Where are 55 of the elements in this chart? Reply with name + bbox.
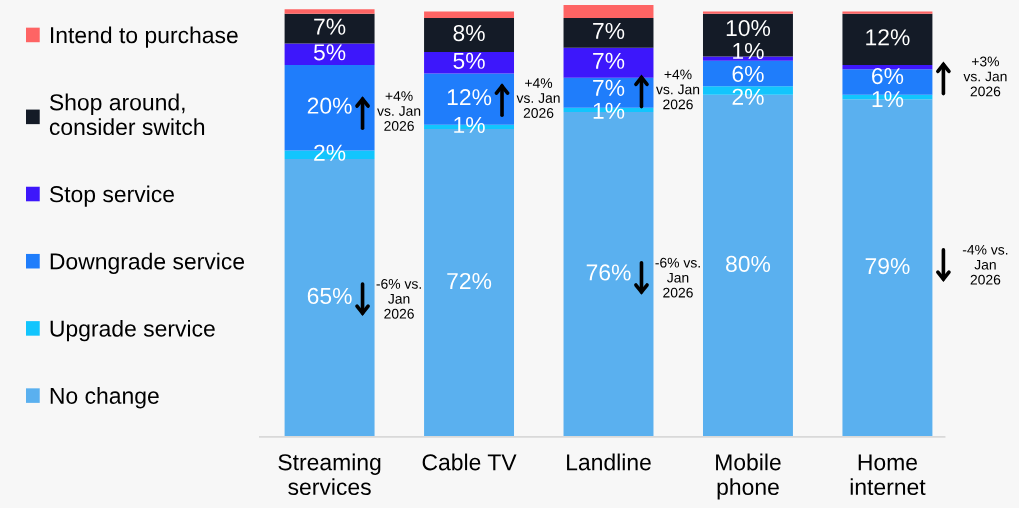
x-tick-label: Landline: [567, 453, 651, 471]
data-label: 1%: [733, 42, 764, 59]
data-label: 6%: [732, 65, 764, 83]
text: -4% vs. Jan 2026: [962, 244, 1008, 285]
bar: [702, 60, 793, 87]
bar: [702, 11, 793, 14]
data-label: 79%: [865, 257, 910, 275]
data-label: 7%: [593, 79, 625, 96]
legend-label: Downgrade service: [50, 252, 245, 275]
x-tick-label: Streaming services: [278, 453, 381, 496]
x-tick-label: Home internet: [850, 454, 926, 496]
bar: [424, 11, 515, 18]
data-label: 5%: [453, 52, 485, 69]
annotation: +4% vs. Jan 2026: [656, 69, 700, 110]
data-label: 76%: [586, 264, 631, 281]
legend-label: Upgrade service: [50, 319, 215, 342]
legend-label: Shop around, consider switch: [49, 93, 205, 136]
bar: [842, 13, 933, 65]
data-label: 5%: [313, 44, 346, 61]
legend-label: Stop service: [49, 185, 174, 207]
bar: [563, 17, 654, 48]
data-label: 7%: [593, 52, 625, 69]
data-label: 1%: [593, 102, 625, 119]
data-label: 10%: [726, 19, 771, 37]
bar: [563, 47, 654, 78]
annotation: -6% vs. Jan 2026: [655, 257, 700, 298]
bar: [424, 17, 515, 53]
legend-label: No change: [50, 387, 159, 409]
bar: [842, 64, 933, 70]
data-label: 12%: [866, 29, 910, 46]
annotation: +4% vs. Jan 2026: [377, 91, 421, 131]
x-tick-label: Mobile phone: [716, 453, 781, 500]
bar: [842, 11, 933, 14]
bar: [563, 5, 654, 18]
data-label: 6%: [872, 67, 904, 85]
data-label: 7%: [593, 22, 625, 39]
annotation: +4% vs. Jan 2026: [516, 78, 560, 118]
data-label: 65%: [307, 287, 352, 305]
data-label: 1%: [454, 116, 485, 133]
bar: [284, 13, 375, 44]
bar: [284, 9, 375, 14]
data-label: 12%: [447, 89, 492, 106]
bar: [284, 43, 375, 65]
data-label: 72%: [447, 272, 492, 290]
data-label: 7%: [314, 18, 346, 35]
data-label: 2%: [732, 88, 764, 105]
data-label: 1%: [872, 91, 904, 108]
annotation: -6% vs. Jan 2026: [376, 278, 421, 319]
x-tick-label: Cable TV: [422, 453, 517, 471]
data-label: 8%: [453, 24, 485, 42]
legend-label: Intend to purchase: [51, 26, 238, 48]
data-label: 2%: [314, 144, 346, 161]
data-label: 80%: [726, 255, 771, 273]
text: +3% vs. Jan 2026: [963, 56, 1007, 97]
data-label: 20%: [307, 97, 352, 114]
